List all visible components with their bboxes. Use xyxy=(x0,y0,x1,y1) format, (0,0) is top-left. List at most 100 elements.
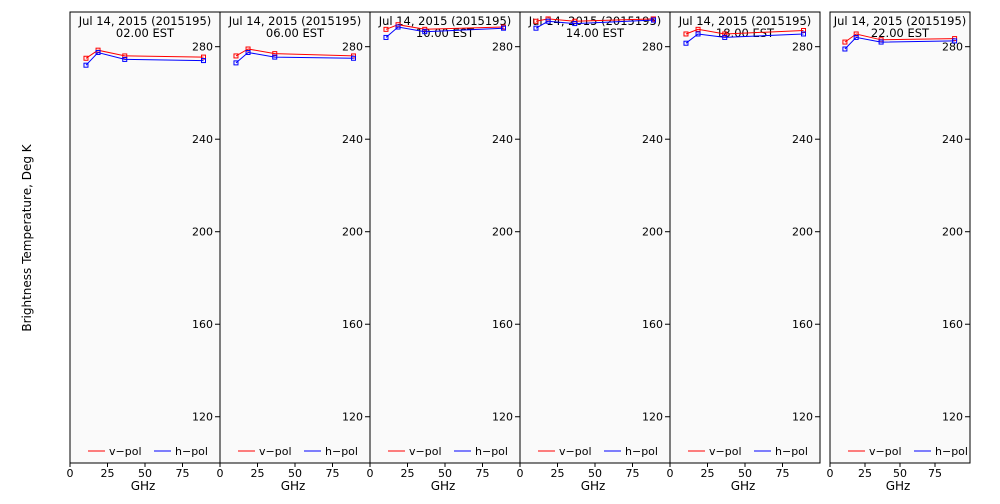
y-tick-label: 160 xyxy=(492,318,513,331)
y-tick-label: 240 xyxy=(942,133,963,146)
y-tick-label: 120 xyxy=(792,411,813,424)
x-tick-label: 0 xyxy=(667,467,674,480)
h-pol-point xyxy=(722,34,728,40)
h-pol-line xyxy=(844,36,955,50)
y-tick-label: 200 xyxy=(342,226,363,239)
v-pol-line xyxy=(85,49,204,59)
y-tick-label: 120 xyxy=(942,411,963,424)
x-tick-label: 50 xyxy=(288,467,302,480)
v-pol-line xyxy=(385,24,504,30)
y-tick-label: 120 xyxy=(192,411,213,424)
h-pol-point xyxy=(651,17,656,23)
h-pol-point xyxy=(201,58,206,64)
y-tick-label: 240 xyxy=(792,133,813,146)
h-pol-point xyxy=(351,55,356,61)
legend-v-label: v−pol xyxy=(259,445,292,458)
x-tick-label: 25 xyxy=(101,467,115,480)
h-pol-point xyxy=(878,39,884,45)
legend-v-label: v−pol xyxy=(869,445,902,458)
legend-h-label: h−pol xyxy=(325,445,358,458)
panel-5: 120 160 200 240 280 0 25 50 75 GHz Jul 14, 2015 (2… xyxy=(667,11,821,493)
x-tick-label: 50 xyxy=(738,467,752,480)
y-tick-label: 240 xyxy=(492,133,513,146)
x-tick-label: 50 xyxy=(138,467,152,480)
x-tick-label: 75 xyxy=(176,467,190,480)
h-pol-point xyxy=(801,31,806,37)
y-axis-label: Brightness Temperature, Deg K xyxy=(20,143,34,331)
v-pol-point xyxy=(683,31,689,37)
h-pol-line xyxy=(235,51,354,64)
x-tick-label: 75 xyxy=(326,467,340,480)
h-pol-point xyxy=(572,21,578,27)
x-tick-label: 25 xyxy=(251,467,265,480)
v-pol-point xyxy=(801,28,806,34)
x-axis-label: GHz xyxy=(731,479,756,493)
h-pol-point xyxy=(695,31,701,37)
x-tick-label: 0 xyxy=(217,467,224,480)
x-tick-label: 25 xyxy=(551,467,565,480)
h-pol-point xyxy=(383,34,389,40)
v-pol-line xyxy=(844,33,955,43)
y-tick-label: 200 xyxy=(642,226,663,239)
h-pol-point xyxy=(545,18,551,24)
h-pol-point xyxy=(95,49,101,55)
h-pol-point xyxy=(245,49,251,55)
x-tick-label: 75 xyxy=(476,467,490,480)
h-pol-point xyxy=(842,46,848,52)
y-tick-label: 280 xyxy=(492,41,513,54)
h-pol-point xyxy=(952,38,958,44)
panel-6: 120 160 200 240 280 0 25 50 75 GHz Jul 14, 2015 (2… xyxy=(827,11,971,493)
x-axis-label: GHz xyxy=(131,479,156,493)
y-tick-label: 200 xyxy=(792,226,813,239)
v-pol-point xyxy=(853,31,859,37)
h-pol-point xyxy=(422,29,428,35)
legend-v-label: v−pol xyxy=(559,445,592,458)
panel-subtitle: 02.00 EST xyxy=(116,26,175,40)
v-pol-point xyxy=(533,18,539,24)
v-pol-point xyxy=(233,53,239,59)
h-pol-line xyxy=(535,19,654,29)
y-tick-label: 240 xyxy=(192,133,213,146)
panel-frame xyxy=(519,11,671,464)
legend-h-label: h−pol xyxy=(935,445,968,458)
y-tick-label: 160 xyxy=(192,318,213,331)
y-tick-label: 160 xyxy=(342,318,363,331)
v-pol-point xyxy=(272,51,278,57)
h-pol-line xyxy=(85,51,204,66)
x-tick-label: 25 xyxy=(858,467,872,480)
y-tick-label: 280 xyxy=(642,41,663,54)
h-pol-point xyxy=(122,56,128,62)
panel-frame xyxy=(69,11,221,464)
panel-frame xyxy=(829,11,971,464)
v-pol-line xyxy=(535,18,654,22)
x-tick-label: 0 xyxy=(67,467,74,480)
v-pol-point xyxy=(383,26,389,32)
y-tick-label: 200 xyxy=(192,226,213,239)
y-tick-label: 280 xyxy=(342,41,363,54)
legend-v-label: v−pol xyxy=(709,445,742,458)
y-tick-label: 240 xyxy=(342,133,363,146)
panel-2: 120 160 200 240 280 0 25 50 75 GHz Jul 14, 2015 (2… xyxy=(217,11,371,493)
v-pol-point xyxy=(245,46,251,52)
legend-v-label: v−pol xyxy=(409,445,442,458)
legend-h-label: h−pol xyxy=(175,445,208,458)
v-pol-point xyxy=(842,39,848,45)
y-tick-label: 200 xyxy=(492,226,513,239)
h-pol-point xyxy=(533,25,539,31)
y-tick-label: 120 xyxy=(342,411,363,424)
legend-v-label: v−pol xyxy=(109,445,142,458)
legend-h-label: h−pol xyxy=(475,445,508,458)
panel-frame xyxy=(669,11,821,464)
y-tick-label: 280 xyxy=(942,41,963,54)
legend-h-label: h−pol xyxy=(775,445,808,458)
y-tick-label: 200 xyxy=(942,226,963,239)
v-pol-point xyxy=(695,26,701,32)
panel-title: Jul 14, 2015 (2015195) xyxy=(228,14,362,28)
panel-1: 120 160 200 240 280 0 25 50 75 GHz Jul 14, 2015 (2… xyxy=(67,11,221,493)
x-tick-label: 75 xyxy=(626,467,640,480)
x-axis-label: GHz xyxy=(281,479,306,493)
legend-h-label: h−pol xyxy=(625,445,658,458)
